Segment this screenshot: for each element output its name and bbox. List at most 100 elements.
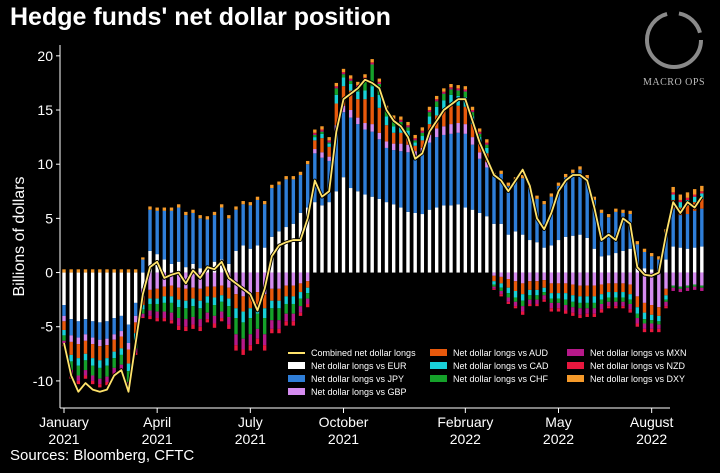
bar-segment-aud (148, 289, 152, 299)
bar-segment-chf (262, 318, 267, 335)
bar-segment-nzd (90, 380, 95, 385)
bar-segment-nzd (657, 328, 661, 333)
bar-segment-aud (191, 287, 195, 299)
bar-segment-gbp (542, 272, 546, 281)
bar-segment-chf (198, 308, 202, 320)
bar-segment-dxy (556, 182, 561, 186)
bar-segment-chf (599, 299, 604, 304)
bar-segment-aud (105, 345, 109, 359)
legend-label: Net dollar longs vs CHF (453, 374, 549, 384)
bar-segment-cad (119, 348, 124, 355)
bar-segment-chf (420, 132, 425, 137)
bar-segment-aud (520, 283, 525, 295)
bar-segment-gbp (384, 141, 389, 148)
bar-segment-nzd (241, 349, 245, 355)
bar-segment-gbp (599, 272, 604, 285)
bar-segment-aud (556, 283, 561, 294)
bar-segment-cad (270, 300, 274, 309)
bar-segment-gbp (549, 272, 554, 284)
bar-segment-cad (284, 296, 288, 304)
bar-segment-jpy (492, 176, 496, 224)
bar-segment-mxn (291, 313, 296, 322)
bar-segment-dxy (234, 206, 238, 210)
bar-segment-mxn (377, 82, 382, 85)
x-tick-label: October (319, 414, 369, 430)
bar-segment-nzd (370, 62, 374, 64)
bar-segment-aud (270, 288, 274, 301)
bar-segment-dxy (628, 210, 632, 215)
bar-segment-eur (284, 227, 288, 273)
bar-segment-dxy (477, 128, 482, 132)
bar-segment-jpy (506, 185, 511, 235)
bar-segment-eur (606, 255, 611, 273)
bar-segment-aud (413, 145, 417, 152)
bar-segment-cad (90, 358, 95, 366)
bar-segment-cad (649, 314, 654, 321)
bar-segment-gbp (635, 272, 640, 297)
bar-segment-eur (520, 234, 525, 273)
bar-segment-aud (571, 284, 575, 296)
bar-segment-aud (492, 275, 496, 282)
bar-segment-eur (542, 247, 546, 273)
bar-segment-jpy (356, 124, 360, 192)
bar-segment-mxn (528, 299, 532, 304)
bar-segment-cad (219, 295, 224, 302)
bar-segment-gbp (406, 144, 410, 153)
bar-segment-dxy (614, 208, 618, 212)
y-tick-label: 5 (45, 210, 53, 226)
bar-segment-chf (578, 302, 582, 309)
bar-segment-mxn (549, 302, 554, 309)
bar-segment-aud (463, 106, 468, 125)
bar-segment-nzd (692, 194, 697, 197)
bar-segment-jpy (692, 210, 697, 248)
bar-segment-mxn (427, 111, 432, 113)
bar-segment-chf (427, 112, 432, 117)
bar-segment-aud (628, 284, 632, 295)
bar-segment-chf (528, 295, 532, 300)
bar-segment-nzd (542, 299, 546, 302)
bar-segment-chf (284, 303, 288, 314)
bar-segment-jpy (76, 321, 81, 338)
bar-segment-nzd (506, 301, 511, 304)
bar-segment-nzd (348, 78, 353, 80)
bar-segment-eur (535, 242, 539, 273)
bar-segment-nzd (649, 328, 654, 333)
bar-segment-eur (255, 245, 260, 273)
bar-segment-aud (348, 90, 353, 111)
x-tick-year: 2021 (235, 431, 266, 447)
bar-segment-cad (298, 292, 303, 299)
bar-segment-chf (327, 142, 331, 144)
bar-segment-nzd (664, 306, 668, 309)
bar-segment-chf (642, 319, 647, 324)
bar-segment-jpy (391, 150, 396, 205)
bar-segment-eur (184, 267, 188, 273)
bar-segment-chf (83, 360, 88, 371)
bar-segment-gbp (176, 272, 181, 288)
bar-segment-aud (592, 285, 597, 297)
bar-segment-nzd (284, 321, 288, 326)
bar-segment-cad (98, 360, 102, 368)
bar-segment-mxn (284, 313, 288, 322)
bar-segment-dxy (327, 137, 331, 141)
bar-segment-eur (348, 188, 353, 273)
bar-segment-eur (112, 272, 116, 319)
bar-segment-jpy (191, 212, 195, 264)
bar-segment-cad (406, 130, 410, 137)
bar-segment-cad (642, 312, 647, 320)
bar-segment-chf (148, 303, 152, 311)
bar-segment-jpy (205, 219, 210, 268)
bar-segment-cad (520, 294, 525, 301)
bar-segment-eur (470, 209, 475, 273)
bar-segment-mxn (399, 120, 403, 122)
bar-segment-nzd (198, 326, 202, 332)
bar-segment-dxy (413, 134, 417, 139)
bar-segment-gbp (571, 272, 575, 285)
x-tick-label: August (630, 414, 674, 430)
bar-segment-chf (384, 111, 389, 117)
bar-segment-dxy (678, 194, 683, 200)
bar-segment-nzd (83, 375, 88, 379)
bar-segment-dxy (112, 269, 116, 273)
bar-segment-gbp (535, 272, 539, 282)
bar-segment-nzd (420, 130, 425, 132)
bar-segment-gbp (363, 123, 367, 130)
